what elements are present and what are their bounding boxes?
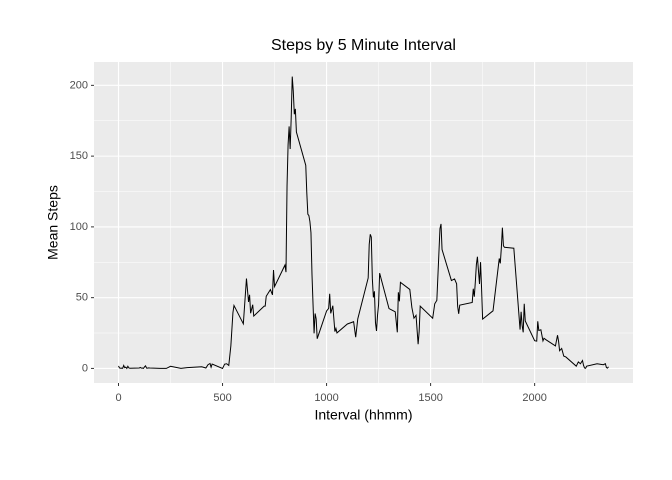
y-tick-label: 100 xyxy=(70,221,88,233)
x-tick-label: 1500 xyxy=(418,392,442,404)
y-tick-label: 200 xyxy=(70,79,88,91)
y-tick-label: 50 xyxy=(76,292,88,304)
x-tick-label: 500 xyxy=(213,392,231,404)
x-tick-label: 2000 xyxy=(522,392,546,404)
x-tick-label: 0 xyxy=(115,392,121,404)
panel xyxy=(94,62,633,383)
y-axis-title: Mean Steps xyxy=(45,185,61,260)
x-tick-label: 1000 xyxy=(314,392,338,404)
y-tick-label: 0 xyxy=(82,362,88,374)
chart-title: Steps by 5 Minute Interval xyxy=(271,37,456,54)
line xyxy=(118,76,609,370)
y-tick-label: 150 xyxy=(70,150,88,162)
x-axis-title: Interval (hhmm) xyxy=(314,407,412,423)
